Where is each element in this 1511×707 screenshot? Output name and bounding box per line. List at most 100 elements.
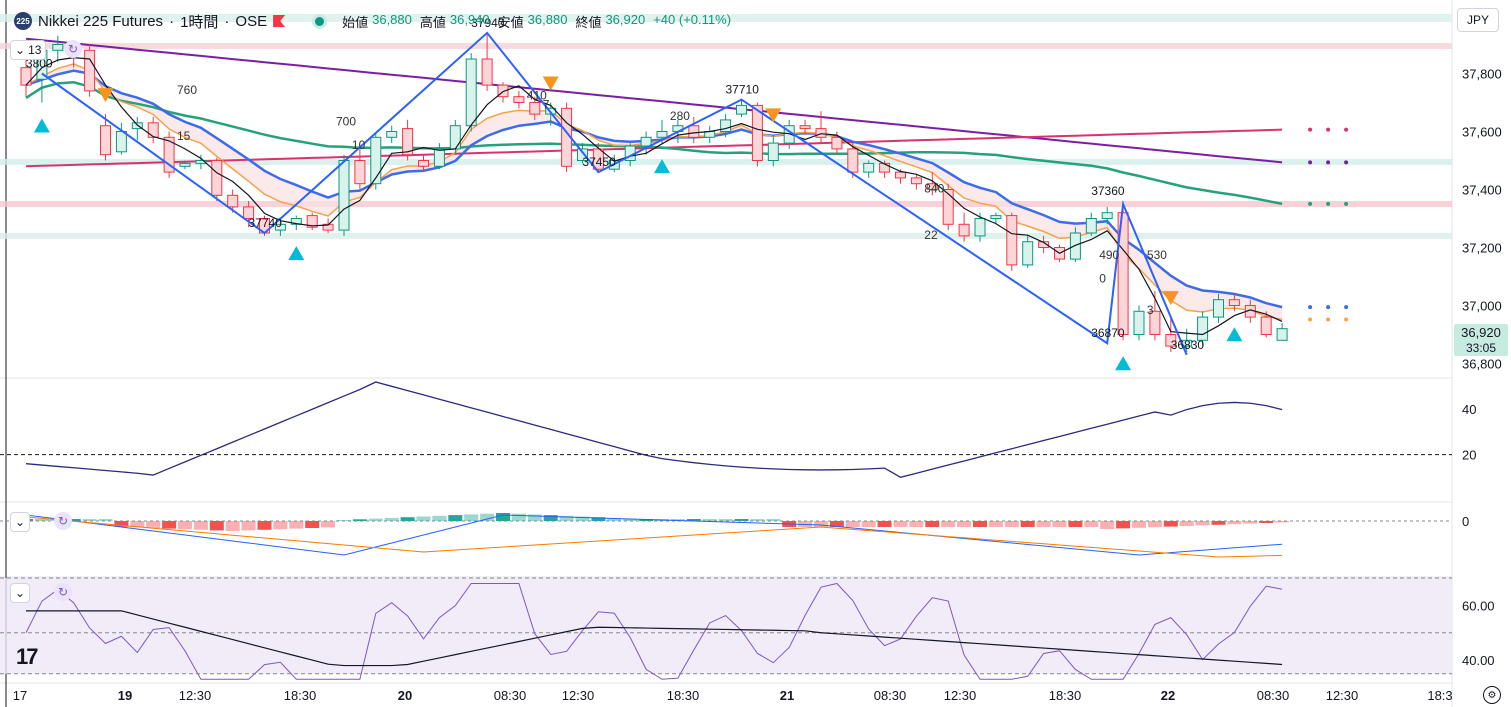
ohlc-values: 始値 36,880 高値 36,940 安値 36,880 終値 36,920 +40 … (342, 11, 732, 30)
candle (736, 104, 747, 115)
candle (354, 160, 366, 185)
macd-collapse-button[interactable]: ⌄ (10, 512, 31, 532)
macd-histogram-bar (34, 519, 49, 521)
macd-histogram-bar (1020, 521, 1035, 527)
macd-histogram-bar (845, 521, 860, 527)
macd-histogram-bar (766, 519, 781, 521)
macd-histogram-bar (511, 513, 526, 521)
adx-tick-label: 20 (1462, 448, 1476, 463)
candle (370, 136, 382, 185)
candle (974, 218, 986, 237)
macd-histogram-bar (289, 521, 304, 529)
projection-dot (1344, 160, 1349, 165)
time-tick-label: 08:30 (494, 688, 527, 703)
sell-signal-icon (97, 88, 114, 103)
bar-countdown: 33:05 (1466, 341, 1496, 355)
projection-dot (1344, 317, 1349, 322)
pivot-label: 37740 (249, 216, 283, 230)
flag-icon[interactable] (273, 15, 286, 27)
volume-label: 280 (670, 109, 690, 123)
macd-histogram-bar (448, 515, 463, 521)
candle (942, 189, 954, 225)
projection-dot (1326, 160, 1331, 165)
macd-histogram-bar (750, 519, 765, 521)
macd-histogram-bar (686, 519, 701, 521)
macd-histogram-bar (193, 521, 208, 530)
candle (1197, 316, 1209, 341)
projection-dot (1344, 305, 1349, 310)
candle (1101, 212, 1113, 219)
interval[interactable]: 1時間 (180, 13, 219, 31)
time-tick-label: 08:30 (874, 688, 907, 703)
macd-tick-label: 0 (1462, 514, 1469, 529)
volume-label: 15 (177, 129, 191, 143)
currency-button[interactable]: JPY (1457, 8, 1499, 32)
macd-histogram-bar (1147, 521, 1162, 528)
time-tick-label: 17 (13, 688, 27, 703)
rsi-collapse-button[interactable]: ⌄ (10, 583, 31, 603)
pivot-label: 37360 (1091, 184, 1125, 198)
exchange-logo-icon: 225 (14, 12, 32, 30)
projection-dot (1308, 160, 1313, 165)
macd-histogram-bar (559, 515, 574, 521)
settings-gear-icon[interactable]: ⚙ (1483, 686, 1501, 704)
macd-histogram-bar (702, 519, 717, 521)
pivot-label: 37940 (471, 16, 505, 30)
projection-dot (1326, 201, 1331, 206)
sync-icon[interactable]: ↻ (54, 512, 72, 530)
macd-histogram-bar (162, 521, 177, 529)
rsi-tick-label: 40.00 (1462, 653, 1495, 668)
level-band (0, 201, 1452, 207)
level-band (0, 14, 1452, 22)
sync-icon[interactable]: ↻ (64, 40, 82, 58)
time-tick-label: 18:30 (1049, 688, 1082, 703)
time-tick-label: 22 (1161, 688, 1175, 703)
macd-histogram-bar (814, 521, 828, 527)
macd-histogram-bar (321, 521, 336, 528)
time-tick-label: 18:30 (667, 688, 700, 703)
price-tick-label: 37,600 (1462, 125, 1502, 140)
macd-histogram-bar (432, 515, 447, 521)
projection-dot (1308, 317, 1313, 322)
projection-dot (1326, 127, 1331, 132)
candle (1085, 218, 1097, 234)
candle (163, 136, 175, 173)
macd-histogram-bar (416, 516, 431, 521)
candle (895, 171, 906, 179)
macd-histogram-bar (384, 517, 399, 521)
pivot-label: 36830 (1171, 338, 1205, 352)
rsi-band (0, 578, 1452, 674)
sync-icon[interactable]: ↻ (54, 583, 72, 601)
pivot-label: 3800 (26, 57, 53, 71)
macd-histogram-bar (941, 521, 956, 527)
buy-signal-icon (288, 246, 305, 261)
macd-histogram-bar (1179, 521, 1194, 526)
candle (274, 223, 286, 231)
macd-histogram-bar (464, 514, 479, 521)
macd-histogram-bar (1084, 521, 1099, 527)
indicator-collapse-button[interactable]: ⌄ 13 (10, 40, 47, 60)
symbol-name[interactable]: Nikkei 225 Futures (38, 12, 164, 30)
candle (847, 148, 859, 173)
candle (290, 218, 302, 225)
macd-histogram-bar (591, 517, 606, 521)
macd-histogram-bar (337, 520, 351, 521)
adx-line (25, 381, 1283, 479)
candle (418, 160, 429, 167)
macd-histogram-bar (829, 521, 844, 527)
projection-dot (1308, 305, 1313, 310)
chevron-down-icon: ⌄ (15, 515, 26, 529)
macd-histogram-bar (352, 519, 367, 521)
macd-histogram-bar (146, 521, 161, 528)
macd-histogram-bar (607, 517, 622, 521)
candle (52, 44, 64, 51)
chart-header: 225 Nikkei 225 Futures · 1時間 · OSE 始値 36,88… (14, 10, 735, 32)
rsi-ma-line (26, 610, 1283, 667)
adx-tick-label: 40 (1462, 402, 1476, 417)
time-tick-label: 12:30 (1326, 688, 1359, 703)
candle (481, 58, 493, 86)
time-tick-label: 12:30 (179, 688, 212, 703)
candle (195, 160, 207, 164)
candle (688, 125, 700, 138)
